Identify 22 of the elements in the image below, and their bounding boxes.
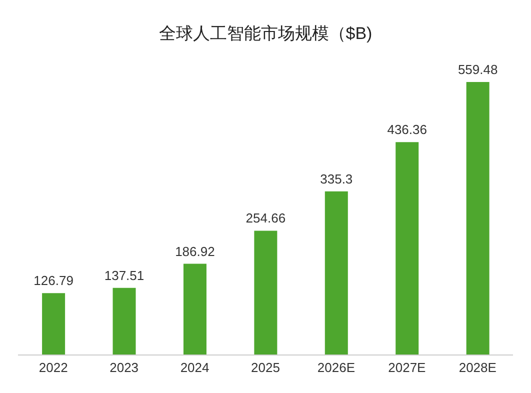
x-tick-label: 2026E [317, 360, 356, 376]
x-tick-label: 2024 [180, 360, 210, 376]
bar [396, 142, 419, 355]
x-tick-label: 2022 [38, 360, 68, 376]
data-label: 335.3 [320, 171, 353, 186]
bar [112, 288, 136, 355]
x-tick-label: 2025 [251, 360, 280, 376]
bar [254, 230, 278, 355]
data-label: 186.92 [175, 244, 215, 259]
bar [466, 82, 490, 355]
bar [183, 264, 206, 355]
chart-title: 全球人工智能市场规模（$B) [158, 23, 374, 45]
data-label: 126.79 [34, 273, 74, 288]
data-label: 559.48 [458, 62, 498, 77]
bar [324, 191, 348, 355]
x-tick-label: 2027E [388, 360, 426, 376]
x-tick-label: 2028E [458, 360, 497, 376]
data-label: 137.51 [104, 268, 144, 283]
x-tick-label: 2023 [110, 360, 139, 376]
data-label: 436.36 [387, 122, 427, 138]
bar [42, 293, 66, 355]
data-label: 254.66 [246, 210, 286, 226]
